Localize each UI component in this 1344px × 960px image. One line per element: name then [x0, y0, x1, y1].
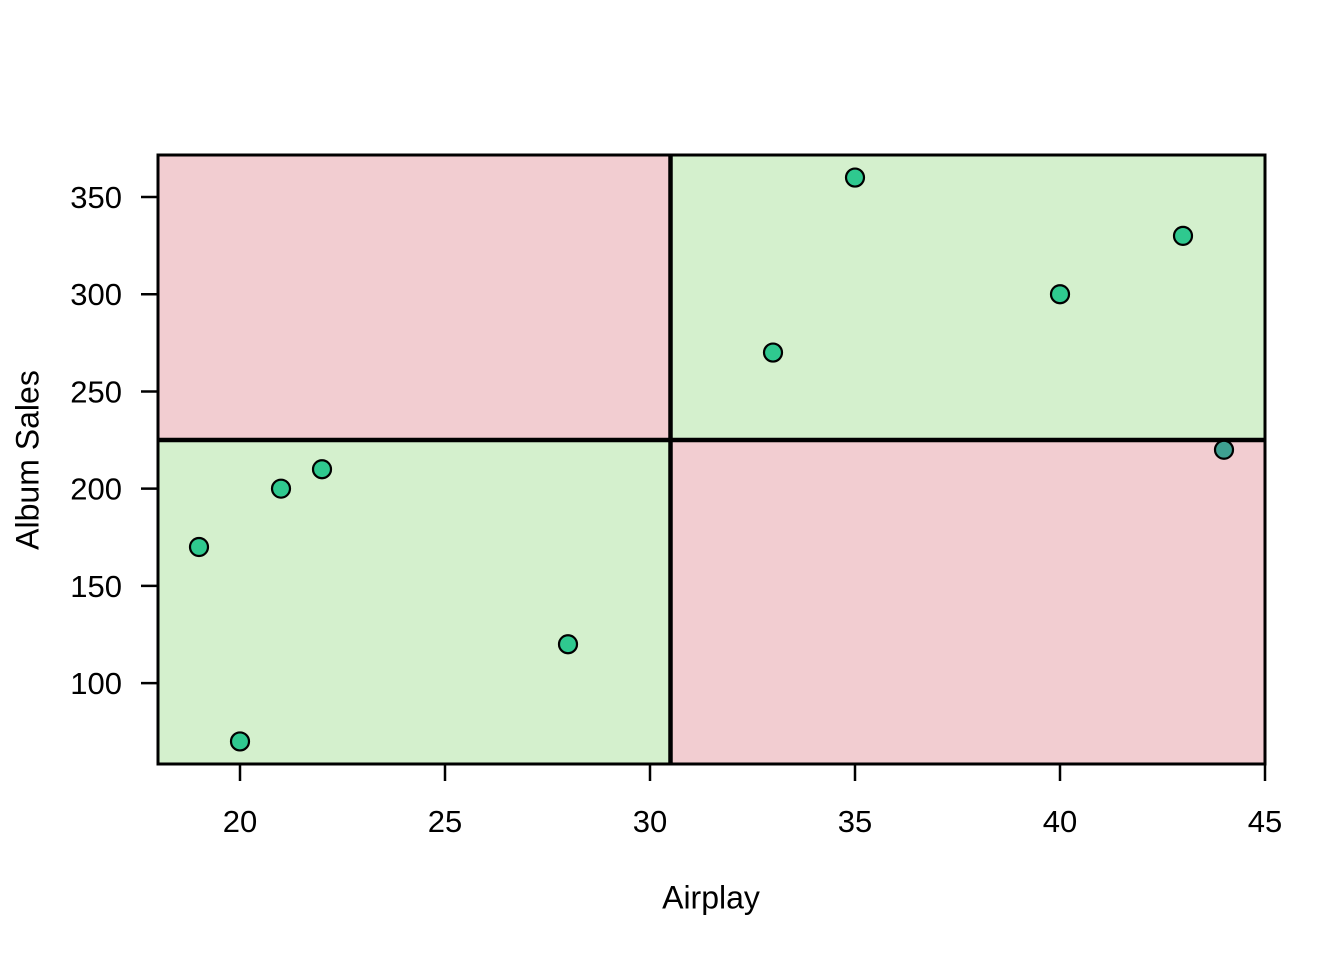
quadrant-top-left — [158, 155, 671, 441]
data-point — [844, 167, 866, 188]
data-point — [557, 634, 579, 655]
y-tick-label: 300 — [70, 277, 122, 312]
data-point — [1172, 225, 1194, 246]
quadrant-bottom-left — [158, 440, 671, 764]
data-point — [311, 459, 333, 480]
quadrant-bottom-right — [670, 440, 1265, 764]
x-tick-label: 20 — [223, 804, 257, 839]
y-tick-label: 350 — [70, 180, 122, 215]
quadrant-top-right — [670, 155, 1265, 441]
y-axis-title: Album Sales — [9, 370, 46, 550]
data-point — [762, 342, 784, 363]
y-tick-label: 100 — [70, 666, 122, 701]
y-tick-label: 150 — [70, 569, 122, 604]
x-tick-label: 45 — [1248, 804, 1282, 839]
x-tick-label: 25 — [428, 804, 462, 839]
data-point — [270, 478, 292, 499]
y-tick-label: 250 — [70, 374, 122, 409]
data-point — [188, 536, 210, 558]
data-point — [229, 731, 251, 752]
data-point — [1213, 439, 1235, 460]
x-axis-title: Airplay — [662, 879, 760, 916]
x-tick-label: 30 — [633, 804, 667, 839]
x-tick-label: 35 — [838, 804, 872, 839]
data-point — [1049, 284, 1071, 305]
plot-border — [156, 153, 1267, 766]
x-tick-label: 40 — [1043, 804, 1077, 839]
y-tick-label: 200 — [70, 472, 122, 507]
